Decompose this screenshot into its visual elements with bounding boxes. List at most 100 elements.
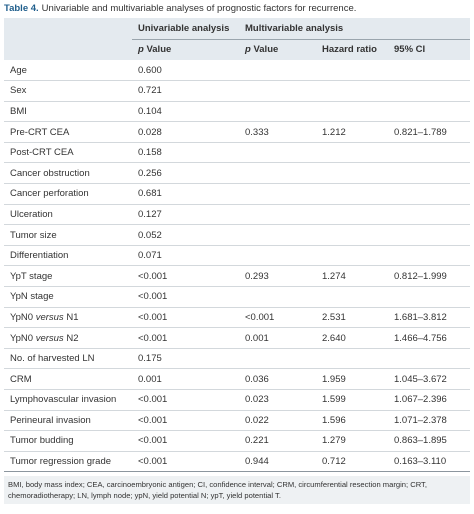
table-cell: 0.022 (245, 414, 269, 426)
table-row: YpN stage <0.001 (4, 287, 471, 308)
table-cell: 0.812–1.999 (394, 270, 447, 282)
row-label: Lymphovascular invasion (10, 394, 117, 406)
table-row: Differentiation 0.071 (4, 245, 471, 266)
row-label: Ulceration (10, 208, 53, 220)
table-cell: 0.256 (138, 167, 162, 179)
table-cell (239, 287, 316, 308)
table-cell: <0.001 (138, 414, 168, 426)
table-cell: 0.158 (138, 147, 162, 159)
text-segment: versus (35, 332, 64, 344)
table-cell (239, 142, 316, 163)
table-cell: 0.721 (138, 85, 162, 97)
table-cell (316, 287, 388, 308)
table-cell: 0.127 (138, 208, 162, 220)
table-cell (388, 287, 470, 308)
table-cell (316, 81, 388, 102)
table-header: Univariable analysis Multivariable analys… (4, 18, 471, 60)
row-label: Perineural invasion (10, 414, 91, 426)
table-row: BMI 0.104 (4, 101, 471, 122)
table: Univariable analysis Multivariable analys… (4, 18, 471, 472)
table-cell: 0.293 (245, 270, 269, 282)
table-cell (239, 348, 316, 369)
table-cell (388, 60, 470, 81)
text-segment: N2 (66, 332, 79, 344)
table-cell: 2.531 (322, 311, 346, 323)
table-row: Lymphovascular invasion <0.001 0.023 1.599 1… (4, 390, 471, 411)
header-group: Univariable analysis (132, 18, 239, 40)
table-cell (316, 245, 388, 266)
table-cell (239, 163, 316, 184)
table-cell: 0.001 (245, 332, 269, 344)
table-cell (316, 225, 388, 246)
table-cell (239, 204, 316, 225)
table-cell: 0.221 (245, 435, 269, 447)
table-cell: 1.212 (322, 126, 346, 138)
header-cell (4, 39, 132, 60)
table-cell: 0.175 (138, 353, 162, 365)
column-header: 95% CI (394, 44, 426, 56)
table-cell (239, 225, 316, 246)
table-cell: 0.681 (138, 188, 162, 200)
table-cell: 0.333 (245, 126, 269, 138)
table-cell (388, 225, 470, 246)
footnote: BMI, body mass index; CEA, carcinoembryo… (4, 476, 470, 504)
table-cell: <0.001 (138, 291, 168, 303)
table-cell: <0.001 (138, 311, 168, 323)
table-cell: 1.599 (322, 394, 346, 406)
table-cell: 0.052 (138, 229, 162, 241)
column-header: Hazard ratio (322, 44, 377, 56)
header-group: Multivariable analysis (239, 18, 471, 40)
table-cell: 0.944 (245, 456, 269, 468)
table-cell: 1.067–2.396 (394, 394, 447, 406)
table-cell: 0.712 (322, 456, 346, 468)
header-row: p Value p Value Hazard ratio 95% CI (4, 39, 471, 60)
row-label: Post-CRT CEA (10, 147, 74, 159)
row-label: BMI (10, 105, 27, 117)
row-label: YpN0 versus N2 (4, 328, 132, 349)
table-cell (316, 204, 388, 225)
table-cell (388, 348, 470, 369)
row-label: Cancer perforation (10, 188, 89, 200)
table-cell (316, 163, 388, 184)
text-segment: YpN0 (10, 332, 34, 344)
text-segment: versus (35, 311, 64, 323)
table-row: YpT stage <0.001 0.293 1.274 0.812–1.999 (4, 266, 471, 287)
table-cell (388, 142, 470, 163)
table-cell (316, 348, 388, 369)
table-cell (239, 184, 316, 205)
column-header: p Value (132, 39, 239, 60)
row-label: YpT stage (10, 270, 53, 282)
table-cell (388, 81, 470, 102)
row-label: Tumor regression grade (10, 456, 112, 468)
table-cell: 1.681–3.812 (394, 311, 447, 323)
table-cell: 0.028 (138, 126, 162, 138)
table-cell: 1.274 (322, 270, 346, 282)
table-cell: 1.279 (322, 435, 346, 447)
table-row: Ulceration 0.127 (4, 204, 471, 225)
table-cell: 1.596 (322, 414, 346, 426)
table-cell: <0.001 (138, 394, 168, 406)
table-cell: 1.466–4.756 (394, 332, 447, 344)
text-segment: p (138, 44, 144, 56)
row-label: Cancer obstruction (10, 167, 90, 179)
column-header: p Value (239, 39, 316, 60)
table-row: Pre-CRT CEA 0.028 0.333 1.212 0.821–1.789 (4, 122, 471, 143)
table-row: Perineural invasion <0.001 0.022 1.596 1.071… (4, 410, 471, 431)
table-cell: <0.001 (138, 456, 168, 468)
table-cell (388, 163, 470, 184)
text-segment: Value (253, 44, 279, 56)
table-cell: 2.640 (322, 332, 346, 344)
table-row: YpN0 versus N1 <0.001 <0.001 2.531 1.681–3.8… (4, 307, 471, 328)
table-cell (239, 101, 316, 122)
table-cell (388, 101, 470, 122)
table-cell: 1.959 (322, 373, 346, 385)
row-label: Pre-CRT CEA (10, 126, 70, 138)
row-label: YpN stage (10, 291, 54, 303)
table-cell (316, 101, 388, 122)
header-cell (4, 18, 132, 39)
table-cell: 0.104 (138, 105, 162, 117)
table-row: YpN0 versus N2 <0.001 0.001 2.640 1.466–4.75… (4, 328, 471, 349)
row-label: Tumor size (10, 229, 57, 241)
table-row: Tumor size 0.052 (4, 225, 471, 246)
